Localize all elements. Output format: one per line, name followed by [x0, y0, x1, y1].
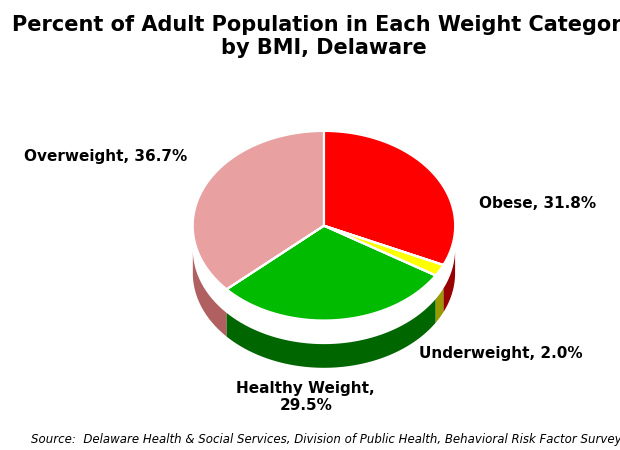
Text: Source:  Delaware Health & Social Services, Division of Public Health, Behaviora: Source: Delaware Health & Social Service… — [31, 432, 620, 446]
Text: Obese, 31.8%: Obese, 31.8% — [479, 196, 596, 211]
Text: Healthy Weight,
29.5%: Healthy Weight, 29.5% — [236, 381, 375, 413]
Text: Underweight, 2.0%: Underweight, 2.0% — [418, 346, 582, 361]
Polygon shape — [436, 288, 443, 323]
Text: Overweight, 36.7%: Overweight, 36.7% — [24, 149, 187, 164]
Polygon shape — [324, 131, 455, 265]
Polygon shape — [227, 299, 436, 368]
Polygon shape — [193, 131, 324, 289]
Polygon shape — [324, 226, 443, 275]
Title: Percent of Adult Population in Each Weight Category
by BMI, Delaware: Percent of Adult Population in Each Weig… — [12, 15, 620, 58]
Polygon shape — [193, 252, 227, 337]
Polygon shape — [227, 226, 436, 320]
Polygon shape — [443, 251, 455, 312]
